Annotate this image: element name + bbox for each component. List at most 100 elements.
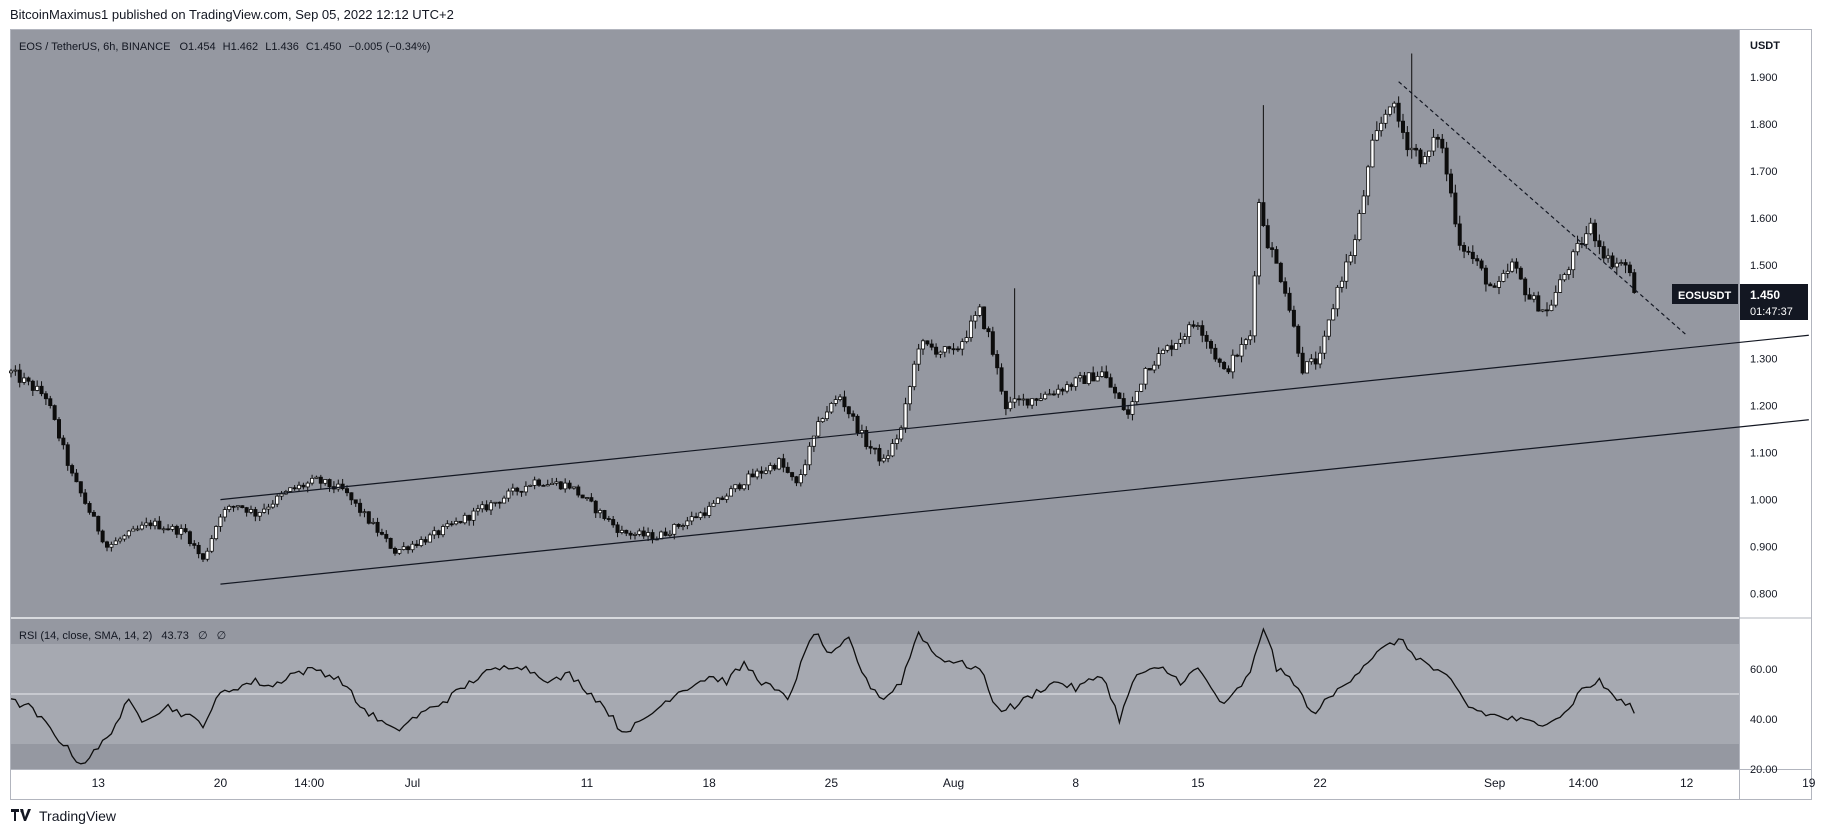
candle-body-up xyxy=(432,530,437,536)
price-tag-value: 1.450 xyxy=(1750,288,1780,302)
candle-body-up xyxy=(838,396,843,400)
candle-body-up xyxy=(22,377,27,383)
footer-brand[interactable]: TradingView xyxy=(11,808,116,824)
candle-body-down xyxy=(70,465,75,474)
candle-body-up xyxy=(1344,261,1349,282)
candle-body-up xyxy=(1156,353,1161,366)
candle-body-up xyxy=(803,464,808,475)
candle-body-up xyxy=(488,502,493,511)
candle-body-up xyxy=(139,524,144,530)
candle-body-down xyxy=(52,405,57,420)
candle-body-down xyxy=(515,487,520,492)
candle-body-up xyxy=(1318,352,1323,365)
candle-body-down xyxy=(602,510,607,519)
candle-body-down xyxy=(384,533,389,539)
candle-body-down xyxy=(737,484,742,490)
trendline-channel-upper[interactable] xyxy=(220,334,1809,501)
candle-body-down xyxy=(83,492,88,504)
candle-body-up xyxy=(270,503,275,508)
rsi-line xyxy=(10,627,1635,765)
candle-body-down xyxy=(423,539,428,543)
rsi-legend[interactable]: RSI (14, close, SMA, 14, 2) 43.73 ∅ ∅ xyxy=(19,630,226,642)
candle-body-up xyxy=(314,476,319,479)
candle-body-up xyxy=(554,481,559,484)
candle-body-down xyxy=(541,484,546,487)
candle-body-down xyxy=(375,521,380,533)
price-tick-label: 1.000 xyxy=(1750,495,1778,507)
candle-body-down xyxy=(611,519,616,526)
candle-body-up xyxy=(454,520,459,525)
candle-body-down xyxy=(91,511,96,517)
candle-body-up xyxy=(829,403,834,413)
rsi-value: 43.73 xyxy=(161,630,189,642)
candle-body-up xyxy=(545,484,550,487)
candle-body-up xyxy=(724,495,729,500)
candle-body-down xyxy=(43,393,48,400)
candle-body-up xyxy=(1038,398,1043,401)
candle-body-up xyxy=(1139,383,1144,392)
candle-body-up xyxy=(1383,113,1388,124)
candle-body-down xyxy=(39,385,44,395)
candle-body-up xyxy=(1182,336,1187,340)
publisher-attribution: BitcoinMaximus1 published on TradingView… xyxy=(10,7,454,22)
candle-body-down xyxy=(1069,384,1074,387)
rsi-axis[interactable]: 60.00 40.00 20.00 xyxy=(1750,664,1778,776)
candle-body-up xyxy=(811,435,816,447)
candle-body-up xyxy=(1619,262,1624,264)
candle-body-up xyxy=(1497,280,1502,288)
candle-body-down xyxy=(1632,272,1637,293)
time-tick-label: 14:00 xyxy=(1568,776,1598,790)
candle-body-down xyxy=(955,348,960,351)
candle-body-up xyxy=(1361,195,1366,214)
candle-body-up xyxy=(698,512,703,519)
candle-body-up xyxy=(1056,388,1061,395)
candle-body-down xyxy=(1453,192,1458,225)
candle-body-up xyxy=(1558,279,1563,293)
candle-body-down xyxy=(580,494,585,499)
candle-body-up xyxy=(903,403,908,429)
candle-body-down xyxy=(720,497,725,500)
candle-body-down xyxy=(851,413,856,417)
price-legend[interactable]: EOS / TetherUS, 6h, BINANCE O1.454 H1.46… xyxy=(19,41,430,53)
candle-body-up xyxy=(131,528,136,532)
candle-body-down xyxy=(240,505,245,509)
candle-body-down xyxy=(1627,264,1632,274)
candle-body-up xyxy=(798,474,803,484)
symbol-tag-text: EOSUSDT xyxy=(1678,290,1731,302)
time-axis[interactable]: 13 20 14:00 Jul 11 18 25 Aug 8 15 22 Sep 14:00 12 19 xyxy=(92,776,1816,790)
candle-body-up xyxy=(672,524,677,535)
candle-body-up xyxy=(1379,122,1384,132)
candle-body-down xyxy=(694,516,699,519)
candle-body-up xyxy=(1078,375,1083,379)
candle-body-up xyxy=(807,445,812,466)
candle-body-up xyxy=(746,473,751,486)
candle-body-up xyxy=(1571,251,1576,271)
candle-body-down xyxy=(392,547,397,554)
candle-body-up xyxy=(1549,304,1554,312)
trendline-descending-resistance[interactable] xyxy=(1398,81,1688,336)
price-axis[interactable]: USDT 1.9001.8001.7001.6001.5001.4001.300… xyxy=(1750,40,1780,601)
candle-body-down xyxy=(576,486,581,496)
last-price-label: EOSUSDT 1.450 01:47:37 xyxy=(1672,284,1808,320)
candle-body-up xyxy=(1309,358,1314,363)
candle-body-down xyxy=(589,497,594,502)
candle-body-up xyxy=(209,538,214,552)
candle-body-down xyxy=(1261,202,1266,227)
chart-frame xyxy=(10,29,1812,800)
candle-body-up xyxy=(1187,324,1192,337)
candle-body-down xyxy=(157,520,162,530)
candle-body-up xyxy=(218,516,223,527)
time-tick-label: 11 xyxy=(581,776,594,790)
candle-body-up xyxy=(1366,166,1371,197)
candle-body-down xyxy=(1479,260,1484,269)
candle-body-down xyxy=(78,481,83,494)
candle-body-up xyxy=(144,522,149,526)
candle-body-up xyxy=(763,470,768,474)
candle-body-down xyxy=(873,447,878,450)
trendline-channel-lower[interactable] xyxy=(220,419,1809,585)
candle-body-up xyxy=(742,484,747,490)
candle-body-up xyxy=(711,502,716,507)
candle-body-up xyxy=(1614,262,1619,268)
price-tick-label: 1.900 xyxy=(1750,72,1778,84)
